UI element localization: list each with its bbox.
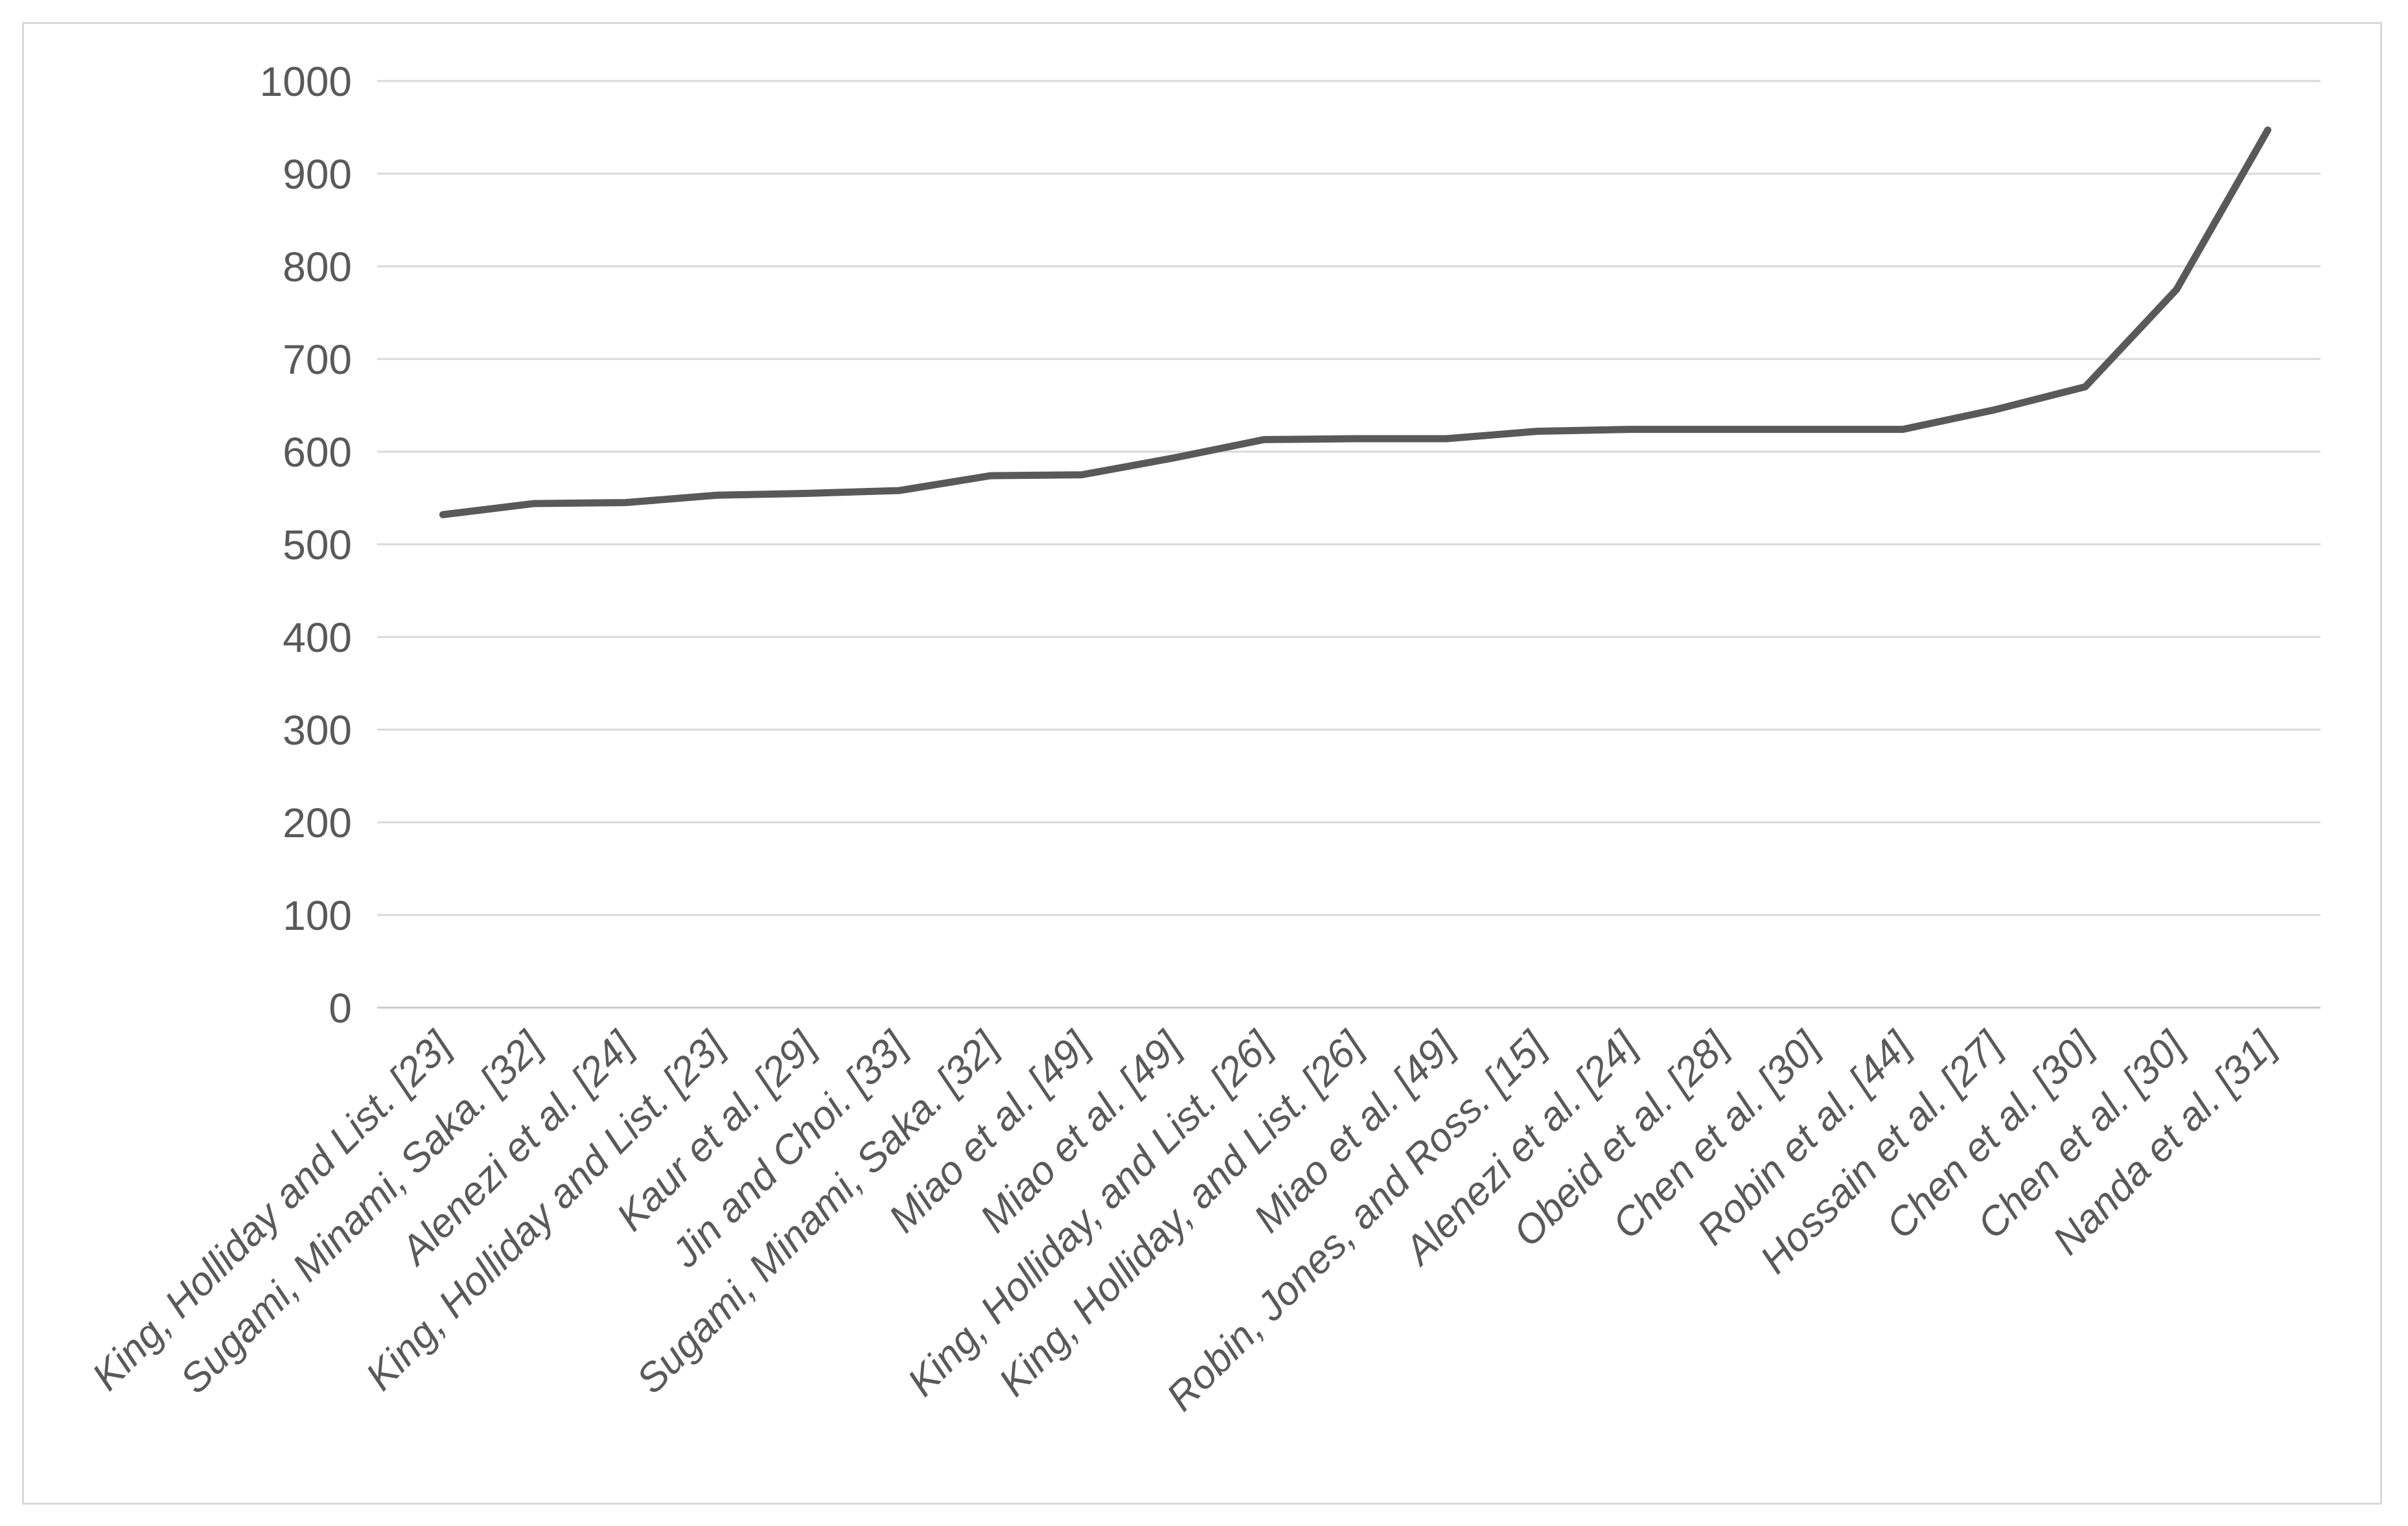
data-series-line — [439, 126, 2272, 518]
y-axis-tick-label: 1000 — [260, 58, 352, 105]
chart-frame — [22, 22, 2382, 1505]
y-axis-tick-label: 500 — [283, 522, 352, 568]
y-axis-tick-label: 900 — [283, 151, 352, 198]
y-axis-tick-label: 400 — [283, 614, 352, 661]
y-axis-tick-label: 800 — [283, 244, 352, 290]
y-axis-tick-label: 200 — [283, 800, 352, 846]
y-axis-tick-label: 300 — [283, 707, 352, 754]
y-axis-tick-label: 100 — [283, 892, 352, 939]
y-axis-tick-label: 0 — [329, 985, 352, 1032]
y-axis-tick-label: 700 — [283, 336, 352, 383]
y-axis-tick-label: 600 — [283, 429, 352, 476]
x-axis-category-label: Sugami, Minami, Saka. [32] — [172, 1023, 551, 1402]
